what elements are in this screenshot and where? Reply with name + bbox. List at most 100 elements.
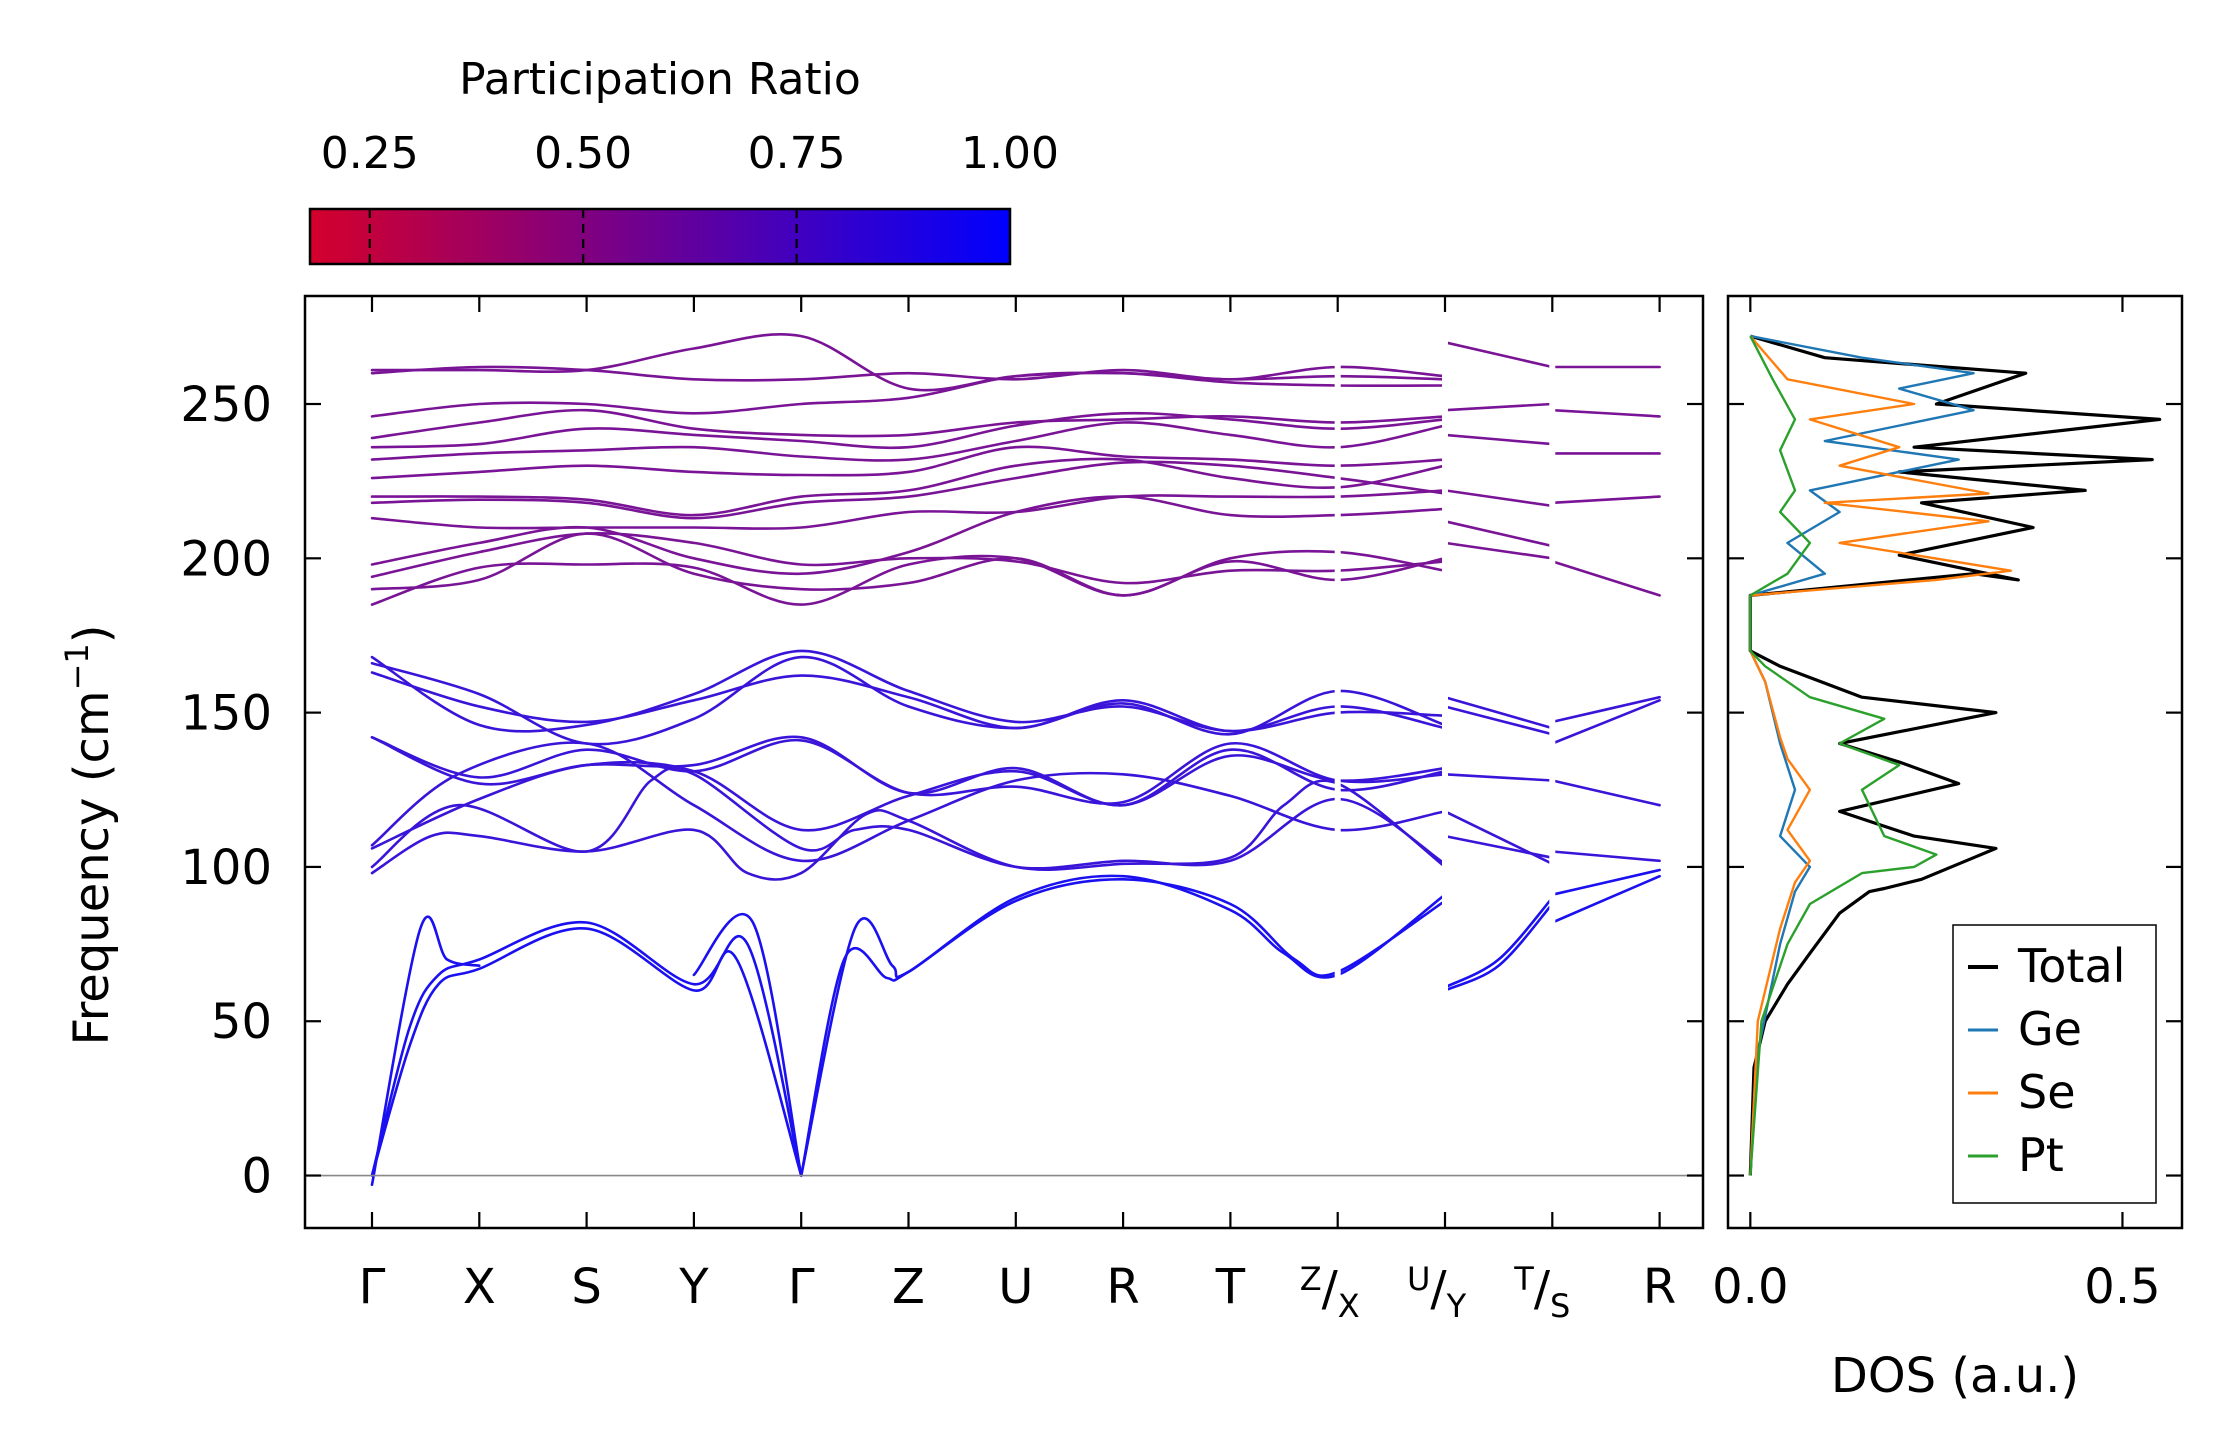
colorbar-ticks: 0.25 0.50 0.75 1.00 <box>321 128 1059 264</box>
acoustic-branch <box>370 927 803 1177</box>
colorbar-tick-label: 0.25 <box>321 128 419 179</box>
upper-optical-branch <box>370 411 1447 450</box>
lower-optical-branch <box>370 671 1447 733</box>
lower-optical-branch <box>1443 705 1554 736</box>
acoustic-branch <box>1443 902 1554 992</box>
path-label-slash: / <box>1534 1261 1551 1317</box>
dos-x-tick-label: 0.5 <box>2084 1259 2160 1315</box>
dos-series-se <box>1749 335 2013 1176</box>
legend-label: Se <box>2018 1065 2076 1119</box>
frequency-axis: 0 50 100 150 200 250 <box>180 377 1703 1205</box>
upper-optical-branch <box>370 495 1447 576</box>
y-tick-label: 150 <box>180 686 272 742</box>
acoustic-branch <box>370 920 803 1177</box>
path-label-sub: Y <box>1446 1287 1467 1325</box>
upper-optical-branch <box>370 445 1447 480</box>
lower-optical-branch <box>1443 834 1554 859</box>
dos-series-total <box>1748 334 2162 1176</box>
dos-legend: Total Ge Se Pt <box>1952 924 2157 1204</box>
path-label-composite: T/S <box>1513 1260 1570 1325</box>
legend-items: Total Ge Se Pt <box>1968 939 2125 1182</box>
path-label-slash: / <box>1322 1261 1339 1317</box>
upper-optical-branch <box>1443 402 1554 412</box>
path-label: R <box>1106 1259 1139 1315</box>
lower-optical-branch <box>370 766 1447 870</box>
path-label-sup: U <box>1407 1260 1430 1298</box>
path-label: Y <box>678 1259 709 1315</box>
lower-optical-branch <box>1443 810 1554 866</box>
ylabel-close: ) <box>64 624 120 643</box>
path-label: Γ <box>359 1259 386 1315</box>
path-label: Z <box>892 1259 925 1315</box>
upper-optical-branch <box>1443 489 1554 508</box>
lower-optical-branch <box>370 741 1447 863</box>
dos-frame <box>1726 294 2184 1230</box>
y-tick-label: 250 <box>180 377 272 433</box>
y-tick-label: 0 <box>241 1149 272 1205</box>
upper-optical-branch <box>370 460 1447 520</box>
acoustic-branch <box>1443 896 1554 989</box>
y-tick-label: 100 <box>180 840 272 896</box>
path-label-sup: T <box>1513 1260 1534 1298</box>
upper-optical-branch <box>370 532 1447 585</box>
path-label: X <box>463 1259 496 1315</box>
dos-axes: 0.0 0.5 <box>1712 296 2182 1315</box>
acoustic-branch <box>370 915 481 1187</box>
acoustic-branch <box>692 912 803 1177</box>
upper-optical-branch <box>370 489 1447 530</box>
dos-panel: 0.0 0.5 DOS (a.u.) Total Ge Se Pt <box>1712 294 2184 1404</box>
band-frame <box>303 294 1705 1230</box>
upper-optical-branch <box>370 332 1447 392</box>
y-tick-label: 50 <box>211 994 272 1050</box>
acoustic-branch <box>1551 874 1661 924</box>
upper-optical-branch <box>370 408 1447 440</box>
path-label: T <box>1215 1259 1246 1315</box>
path-break <box>1334 336 1341 1168</box>
path-label: S <box>571 1259 601 1315</box>
dos-series-pt <box>1749 335 1938 1176</box>
lower-optical-branch <box>1551 695 1661 724</box>
upper-optical-branch <box>1551 495 1661 505</box>
upper-optical-branch <box>1443 341 1554 369</box>
upper-optical-branch <box>1443 433 1554 446</box>
upper-optical-branch <box>370 457 1447 517</box>
lower-optical-branch <box>1551 779 1661 807</box>
upper-optical-branch <box>370 421 1447 462</box>
dos-series-ge <box>1749 334 1975 1176</box>
phonon-bands <box>370 332 1661 1187</box>
upper-optical-branch <box>1551 408 1661 418</box>
lower-optical-branch <box>370 655 1447 746</box>
path-label: Γ <box>788 1259 815 1315</box>
upper-optical-branch <box>1443 520 1554 548</box>
lower-optical-branch <box>1443 773 1554 782</box>
colorbar-tick-label: 0.50 <box>534 128 632 179</box>
upper-optical-branch <box>370 365 1447 382</box>
colorbar-title: Participation Ratio <box>459 54 861 105</box>
frequency-axis-label: Frequency (cm−1) <box>58 624 120 1045</box>
dos-x-tick-label: 0.0 <box>1712 1259 1788 1315</box>
colorbar-tick-label: 0.75 <box>748 128 846 179</box>
lower-optical-branch <box>370 649 1447 733</box>
legend-label: Pt <box>2018 1128 2064 1182</box>
segment-breaks <box>1334 336 1556 1168</box>
path-axis: Γ X S Y Γ Z U R T Z/XU/YT/S R <box>359 296 1676 1325</box>
upper-optical-branch <box>370 371 1447 418</box>
upper-optical-branch <box>1443 541 1554 560</box>
path-label-sup: Z <box>1300 1260 1322 1298</box>
lower-optical-branch <box>370 736 1447 805</box>
lower-optical-branch <box>1551 850 1661 863</box>
upper-optical-branch <box>370 549 1447 606</box>
lower-optical-branch <box>1551 699 1661 745</box>
acoustic-branch <box>799 874 1447 1177</box>
upper-optical-branch <box>370 532 1447 597</box>
dos-axis-label: DOS (a.u.) <box>1831 1348 2079 1404</box>
path-label-sub: X <box>1338 1287 1360 1325</box>
path-label-slash: / <box>1430 1261 1447 1317</box>
colorbar: Participation Ratio 0.25 0.50 0.75 1.00 <box>308 54 1059 266</box>
lower-optical-branch <box>1443 695 1554 730</box>
acoustic-branch <box>1551 868 1661 896</box>
colorbar-strip <box>308 207 1012 266</box>
dos-curves <box>1748 334 2162 1176</box>
